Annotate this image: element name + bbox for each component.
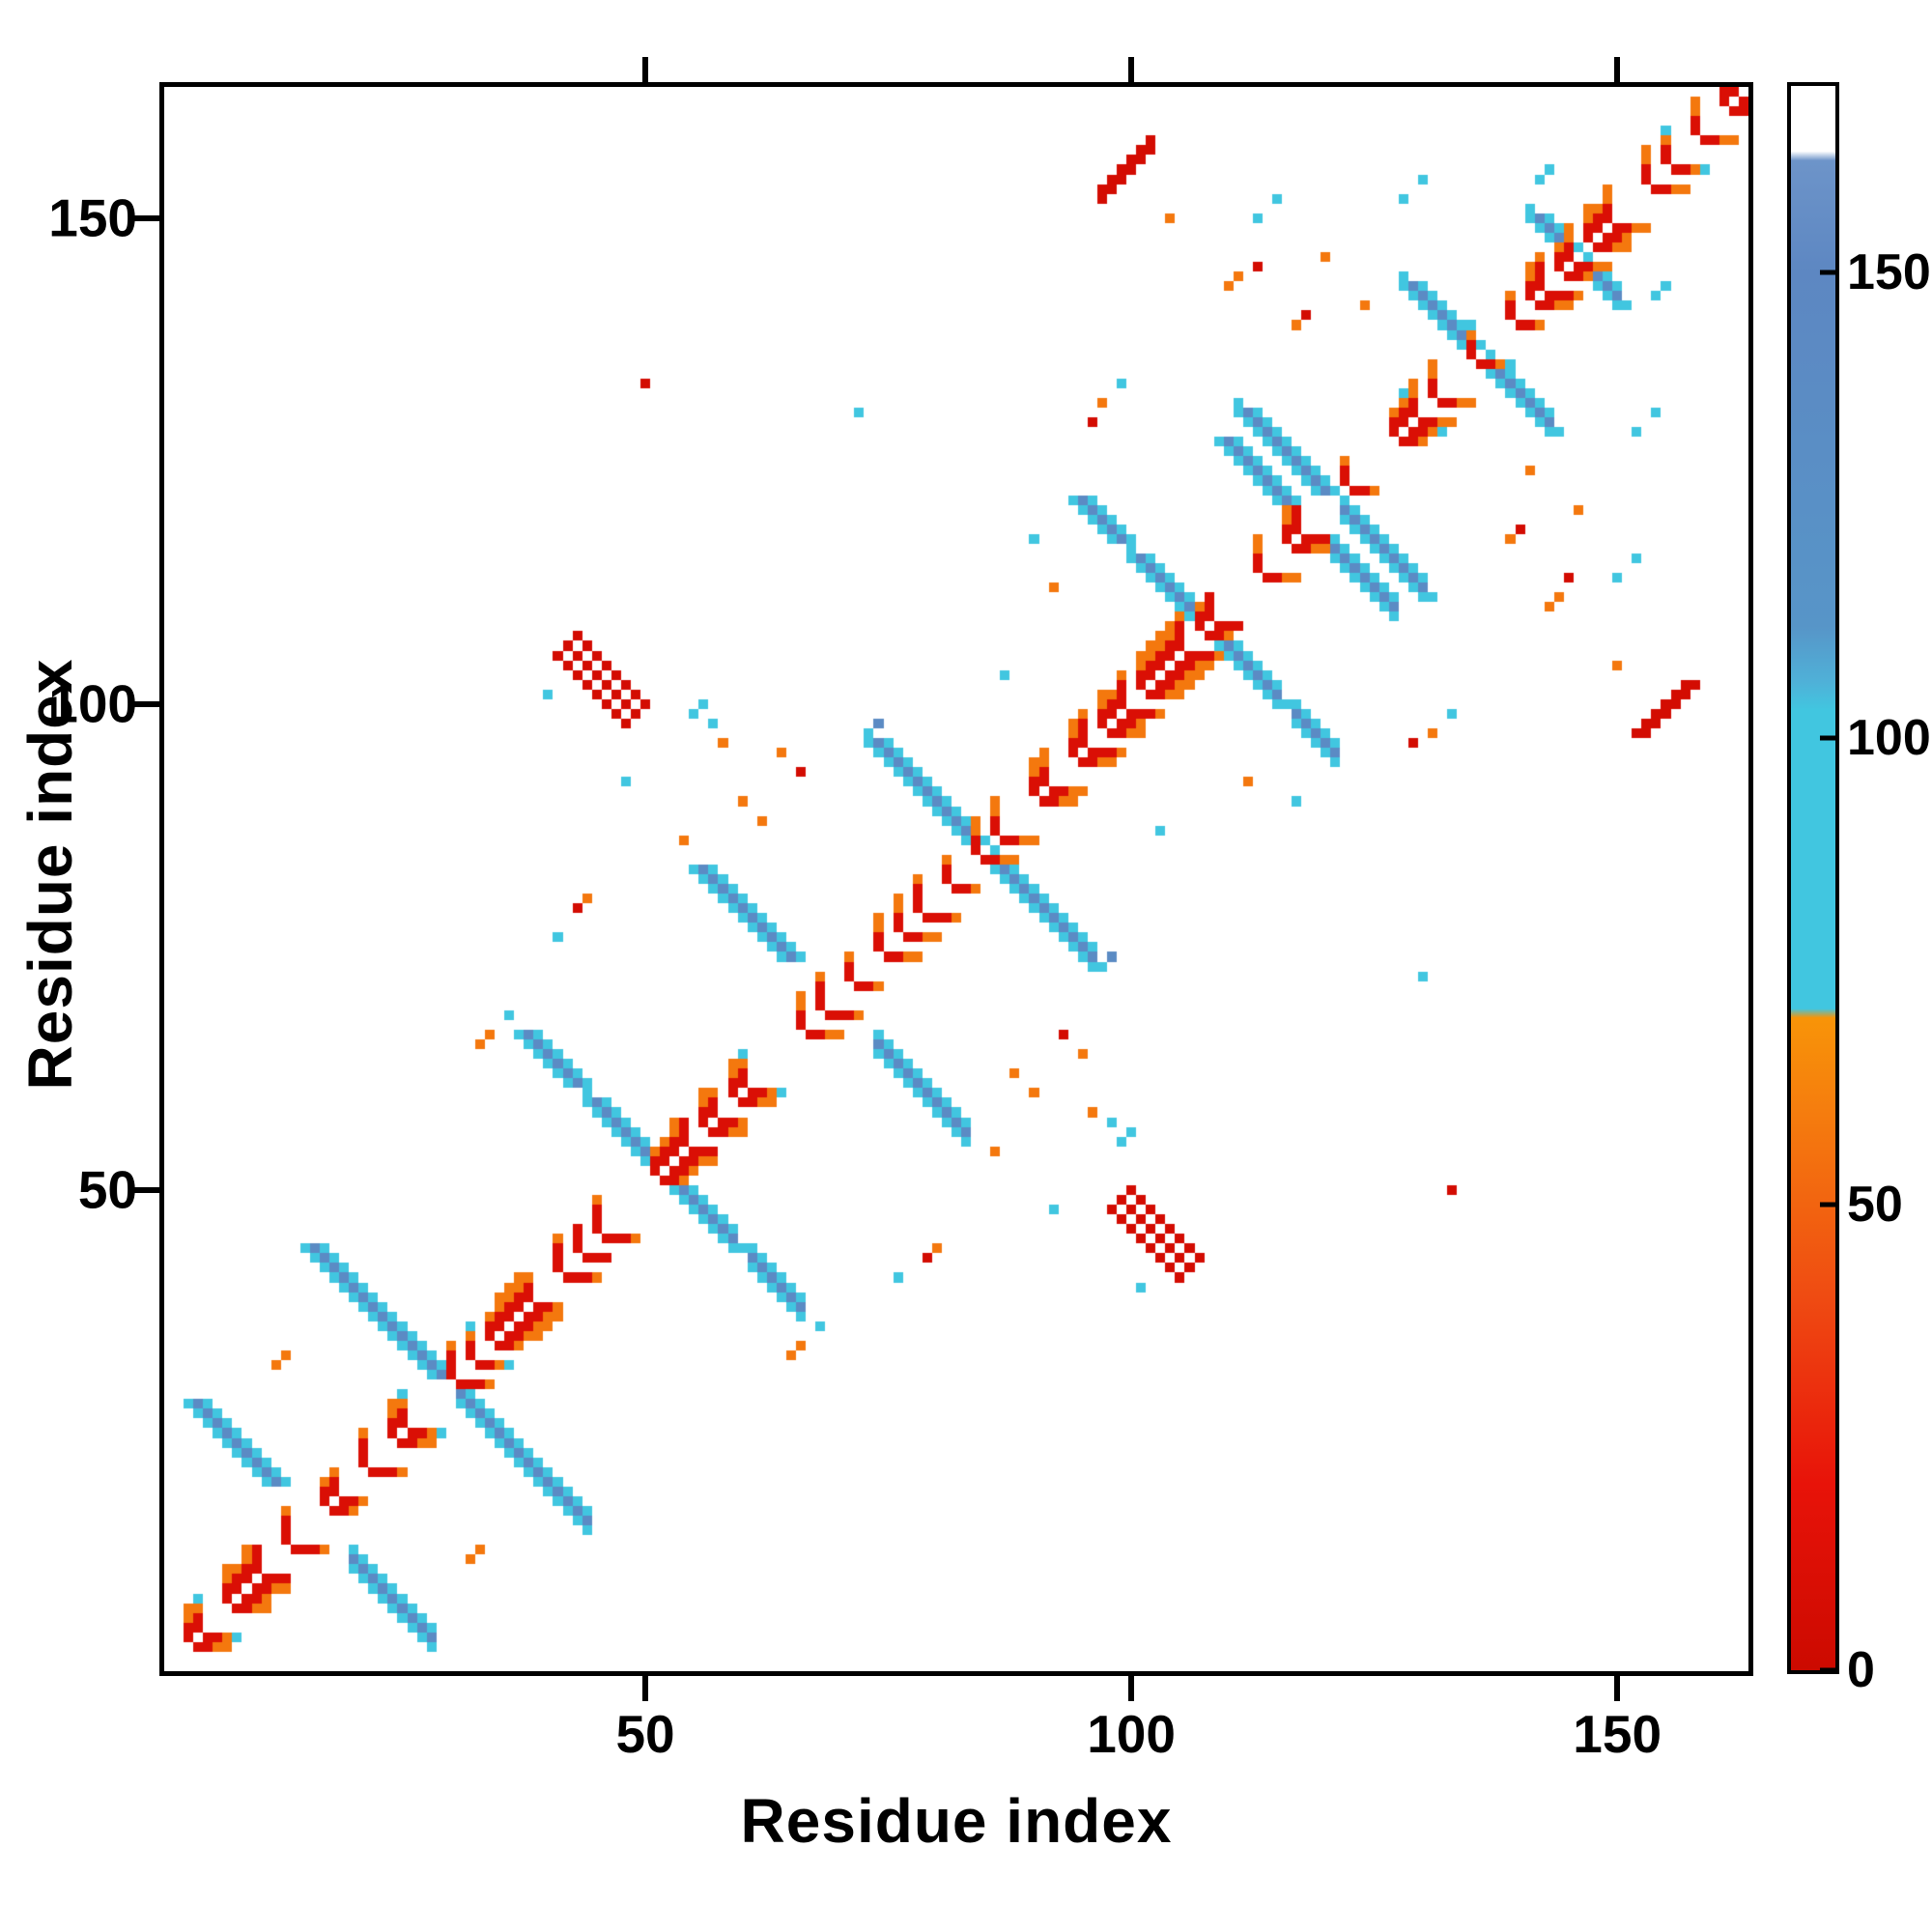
heatmap-plot-area [159,82,1753,1676]
colorbar-tick-marks [1791,86,1835,1673]
heatmap-canvas [164,87,1748,1671]
x-tick-label: 100 [1087,1704,1176,1764]
x-tick-mark [642,1676,649,1701]
x-axis-tick-labels: 50 100 150 [164,1708,1748,1776]
colorbar-tick-label: 100 [1847,710,1931,767]
x-tick-label: 150 [1573,1704,1662,1764]
y-tick-label: 50 [77,1159,137,1220]
y-axis-tick-marks [134,87,159,1671]
y-axis-tick-labels: 50 100 150 [19,87,137,1671]
x-tick-mark [1128,1676,1135,1701]
colorbar-tick-label: 50 [1847,1176,1903,1233]
y-tick-label: 100 [48,673,137,734]
top-tick-mark [1128,57,1135,82]
x-tick-label: 50 [615,1704,675,1764]
colorbar-tick-mark [1820,1667,1835,1673]
x-axis-label: Residue index [740,1786,1173,1856]
y-tick-label: 150 [48,187,137,248]
x-tick-mark [1614,1676,1621,1701]
colorbar-tick-mark [1820,270,1835,275]
y-tick-mark [134,214,159,221]
x-axis-tick-marks [164,1676,1748,1701]
top-axis-tick-marks [164,57,1748,82]
colorbar-gradient [1791,86,1835,1670]
colorbar [1787,82,1839,1674]
colorbar-tick-label: 0 [1847,1642,1875,1698]
y-tick-mark [134,700,159,707]
colorbar-tick-labels: 0 50 100 150 [1847,86,1932,1695]
colorbar-tick-mark [1820,1202,1835,1208]
top-tick-mark [642,57,649,82]
colorbar-tick-mark [1820,735,1835,741]
y-tick-mark [134,1186,159,1193]
colorbar-tick-label: 150 [1847,243,1931,300]
top-tick-mark [1614,57,1621,82]
